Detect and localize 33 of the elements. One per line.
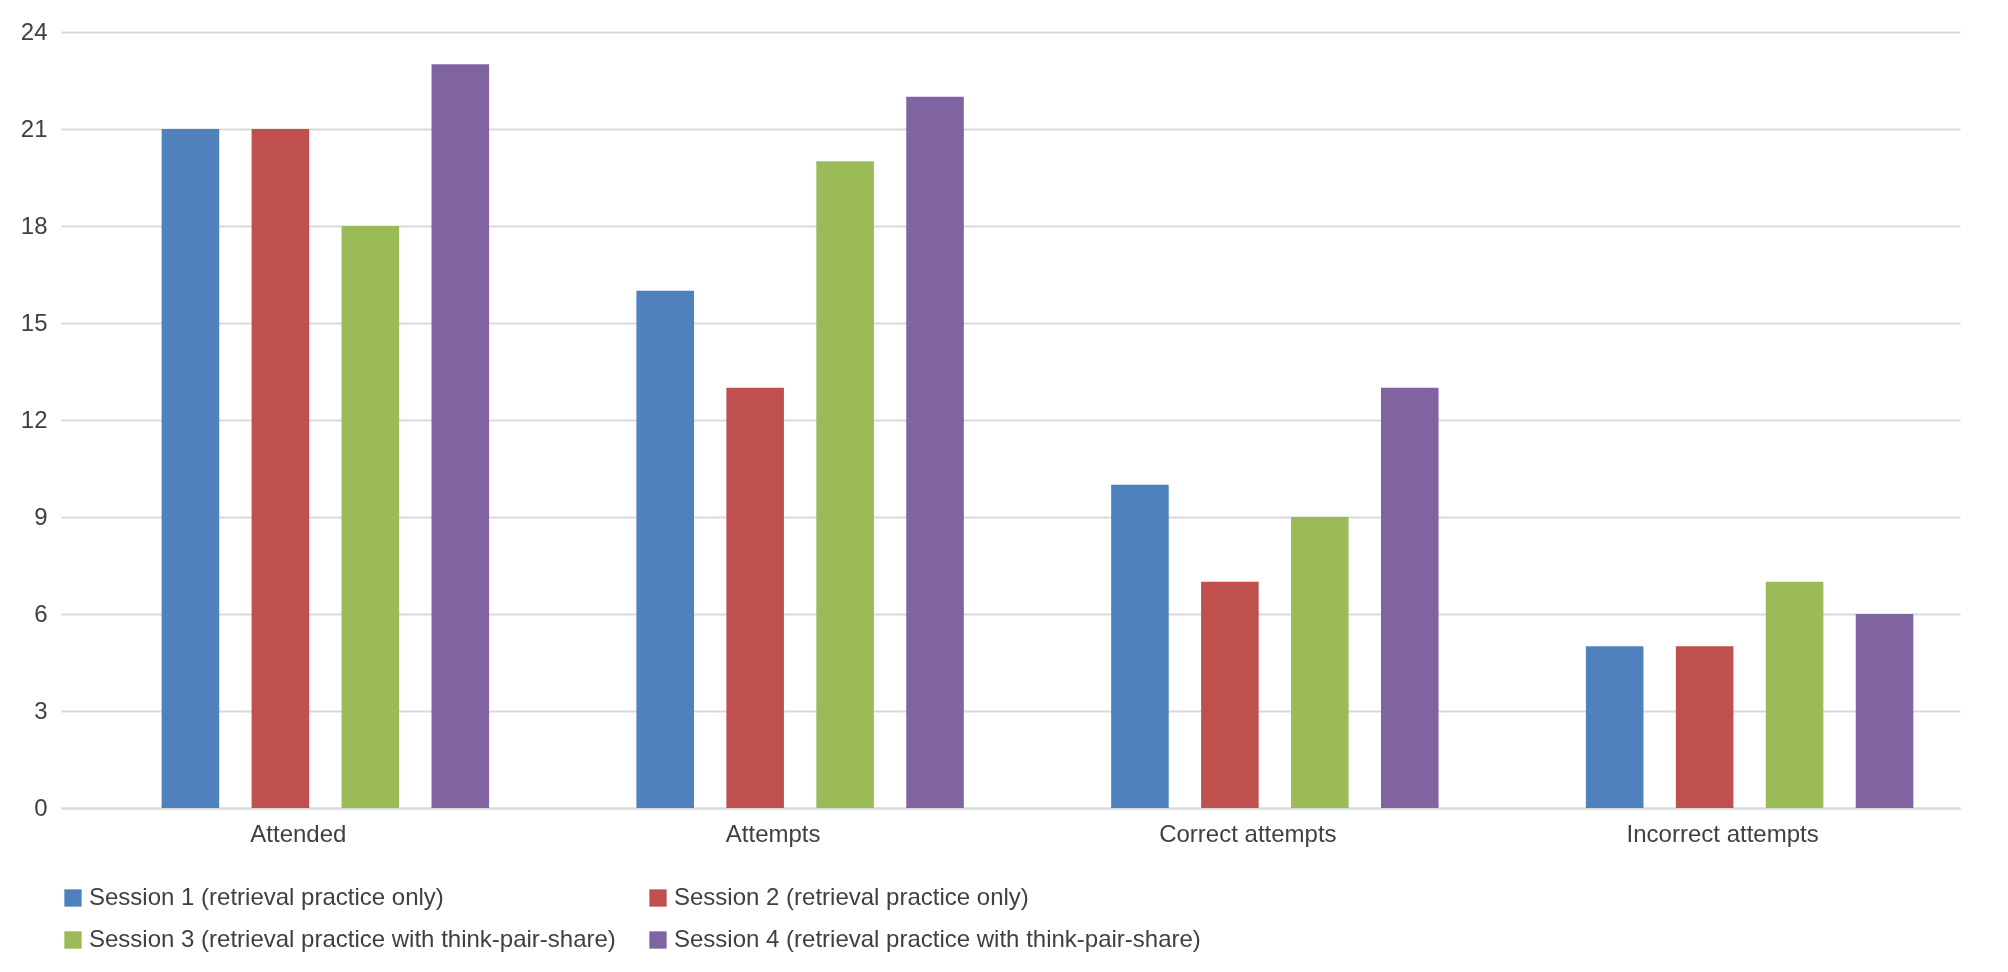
bar xyxy=(1201,581,1259,808)
y-tick-label: 9 xyxy=(34,502,48,530)
bar xyxy=(1855,614,1914,808)
y-tick-label: 18 xyxy=(20,211,48,239)
bar xyxy=(431,64,490,808)
bar xyxy=(1675,646,1734,808)
legend-label: Session 2 (retrieval practice only) xyxy=(674,883,1029,910)
x-tick-label: Correct attempts xyxy=(1159,819,1337,847)
bar xyxy=(1291,517,1349,808)
legend-label: Session 3 (retrieval practice with think-pair-share) xyxy=(89,925,616,952)
bar xyxy=(816,161,874,808)
bar xyxy=(726,387,784,808)
legend-label: Session 4 (retrieval practice with think-pair-share) xyxy=(674,925,1201,952)
y-tick-label: 0 xyxy=(34,793,48,821)
bar xyxy=(1381,387,1439,808)
x-tick-label: Incorrect attempts xyxy=(1626,819,1819,847)
bar xyxy=(906,96,964,808)
y-tick-label: 6 xyxy=(34,599,48,627)
y-tick-label: 3 xyxy=(34,696,48,724)
x-tick-label: Attempts xyxy=(725,819,821,847)
y-tick-label: 15 xyxy=(20,308,48,336)
bar xyxy=(1585,646,1644,808)
bar xyxy=(636,290,694,808)
bar xyxy=(251,129,310,808)
legend-label: Session 1 (retrieval practice only) xyxy=(89,883,444,910)
bar xyxy=(1111,484,1169,808)
y-tick-label: 24 xyxy=(20,17,48,45)
bar xyxy=(341,226,400,808)
y-tick-label: 21 xyxy=(20,114,48,142)
bar xyxy=(161,129,220,808)
y-tick-label: 12 xyxy=(20,405,48,433)
bar xyxy=(1765,581,1824,808)
x-tick-label: Attended xyxy=(250,819,347,847)
